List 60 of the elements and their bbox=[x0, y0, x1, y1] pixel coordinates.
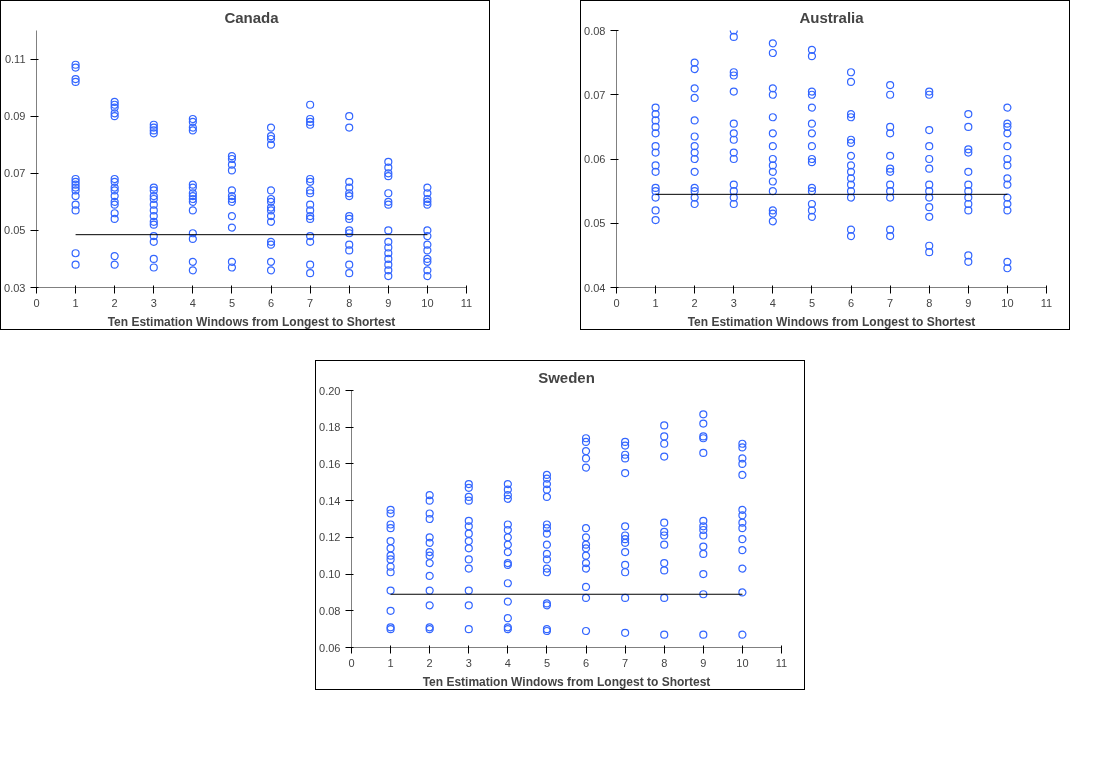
x-tick-label: 7 bbox=[622, 656, 629, 669]
x-tick-label: 6 bbox=[267, 296, 275, 309]
y-tick-label: 0.06 bbox=[319, 641, 341, 654]
x-tick-label: 11 bbox=[1040, 296, 1053, 309]
y-tick-label: 0.03 bbox=[4, 281, 26, 294]
x-tick-label: 5 bbox=[808, 296, 816, 309]
x-axis-title: Ten Estimation Windows from Longest to Shortest bbox=[422, 674, 711, 689]
x-tick-label: 1 bbox=[652, 296, 659, 309]
x-tick-label: 5 bbox=[228, 296, 236, 309]
y-tick-label: 0.18 bbox=[319, 421, 341, 434]
y-tick-label: 0.08 bbox=[319, 604, 341, 617]
x-tick-label: 1 bbox=[387, 656, 394, 669]
y-tick-label: 0.08 bbox=[584, 24, 606, 37]
x-tick-label: 10 bbox=[1001, 296, 1014, 309]
x-tick-label: 11 bbox=[460, 296, 473, 309]
x-tick-label: 8 bbox=[926, 296, 933, 309]
x-tick-label: 6 bbox=[847, 296, 855, 309]
x-tick-label: 8 bbox=[661, 656, 668, 669]
y-tick-label: 0.10 bbox=[319, 568, 341, 581]
x-tick-label: 2 bbox=[426, 656, 433, 669]
x-tick-label: 2 bbox=[691, 296, 698, 309]
x-tick-label: 10 bbox=[736, 656, 749, 669]
x-tick-label: 3 bbox=[150, 296, 157, 309]
y-tick-label: 0.05 bbox=[4, 224, 26, 237]
x-tick-label: 5 bbox=[543, 656, 551, 669]
x-tick-label: 4 bbox=[504, 656, 511, 669]
x-tick-label: 10 bbox=[421, 296, 434, 309]
x-tick-label: 7 bbox=[887, 296, 894, 309]
x-tick-label: 9 bbox=[965, 296, 972, 309]
x-tick-label: 9 bbox=[700, 656, 707, 669]
y-tick-label: 0.14 bbox=[319, 494, 341, 507]
x-tick-label: 0 bbox=[33, 296, 40, 309]
x-tick-label: 4 bbox=[769, 296, 776, 309]
chart-title: Sweden bbox=[538, 368, 595, 386]
x-axis-title: Ten Estimation Windows from Longest to Shortest bbox=[687, 314, 976, 329]
x-tick-label: 3 bbox=[465, 656, 472, 669]
x-tick-label: 1 bbox=[72, 296, 79, 309]
chart-title: Canada bbox=[224, 8, 280, 26]
y-tick-label: 0.11 bbox=[4, 53, 26, 66]
x-tick-label: 3 bbox=[730, 296, 737, 309]
x-tick-label: 2 bbox=[111, 296, 118, 309]
x-tick-label: 8 bbox=[346, 296, 353, 309]
y-tick-label: 0.04 bbox=[584, 281, 606, 294]
x-axis-title: Ten Estimation Windows from Longest to Shortest bbox=[107, 314, 396, 329]
x-tick-label: 7 bbox=[307, 296, 314, 309]
y-tick-label: 0.07 bbox=[584, 88, 606, 101]
y-tick-label: 0.06 bbox=[584, 153, 606, 165]
chart-title: Australia bbox=[799, 8, 865, 26]
y-tick-label: 0.05 bbox=[584, 217, 606, 230]
x-tick-label: 4 bbox=[189, 296, 196, 309]
y-tick-label: 0.09 bbox=[4, 110, 26, 123]
x-tick-label: 6 bbox=[582, 656, 590, 669]
x-tick-label: 11 bbox=[775, 656, 788, 669]
x-tick-label: 9 bbox=[385, 296, 392, 309]
x-tick-label: 0 bbox=[348, 656, 355, 669]
y-tick-label: 0.16 bbox=[319, 457, 341, 470]
y-tick-label: 0.07 bbox=[4, 167, 26, 180]
y-tick-label: 0.20 bbox=[319, 384, 341, 397]
y-tick-label: 0.12 bbox=[319, 531, 341, 544]
x-tick-label: 0 bbox=[613, 296, 620, 309]
